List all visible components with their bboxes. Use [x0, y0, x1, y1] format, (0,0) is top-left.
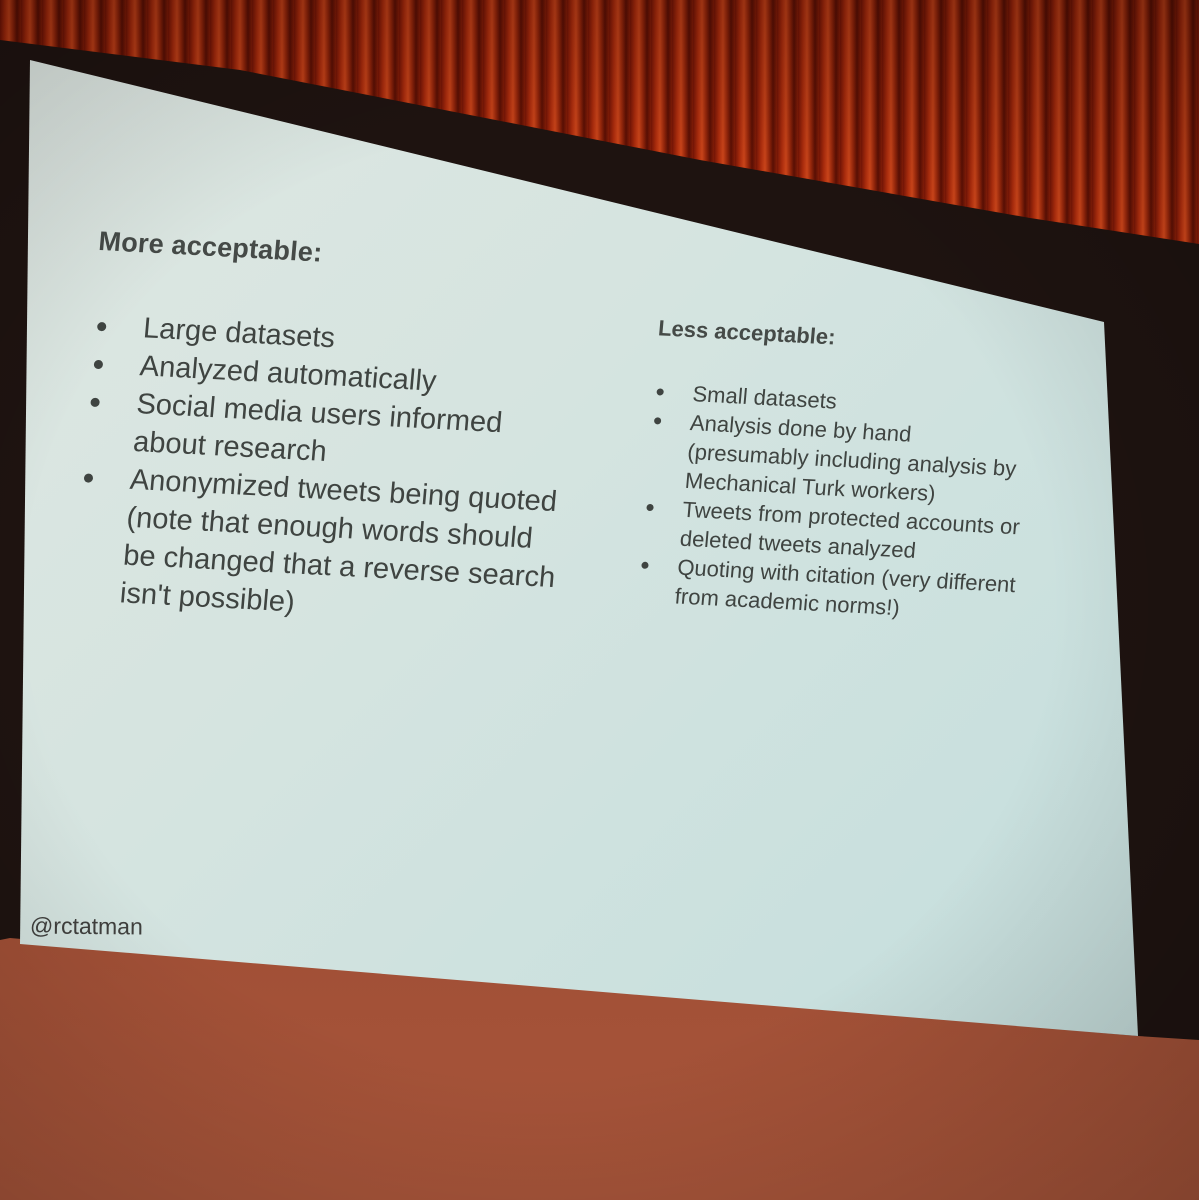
- twitter-handle: @rctatman: [29, 912, 143, 940]
- more-acceptable-column: More acceptable: Large datasets Analyzed…: [66, 226, 619, 637]
- bullet-icon: [656, 388, 664, 396]
- bullet-icon: [83, 473, 94, 483]
- list-item: Anonymized tweets being quoted (note tha…: [66, 458, 569, 635]
- less-acceptable-column: Less acceptable: Small datasets Analysis…: [634, 315, 1079, 630]
- less-acceptable-list: Small datasets Analysis done by hand (pr…: [634, 377, 1074, 630]
- more-acceptable-list: Large datasets Analyzed automatically So…: [66, 307, 612, 637]
- bullet-icon: [90, 397, 100, 408]
- bullet-icon: [641, 561, 649, 569]
- slide-content: More acceptable: Large datasets Analyzed…: [39, 226, 1139, 978]
- less-acceptable-heading: Less acceptable:: [657, 315, 837, 350]
- bullet-icon: [653, 417, 662, 425]
- bullet-icon: [93, 359, 104, 370]
- bullet-icon: [96, 321, 107, 332]
- bullet-icon: [646, 503, 654, 512]
